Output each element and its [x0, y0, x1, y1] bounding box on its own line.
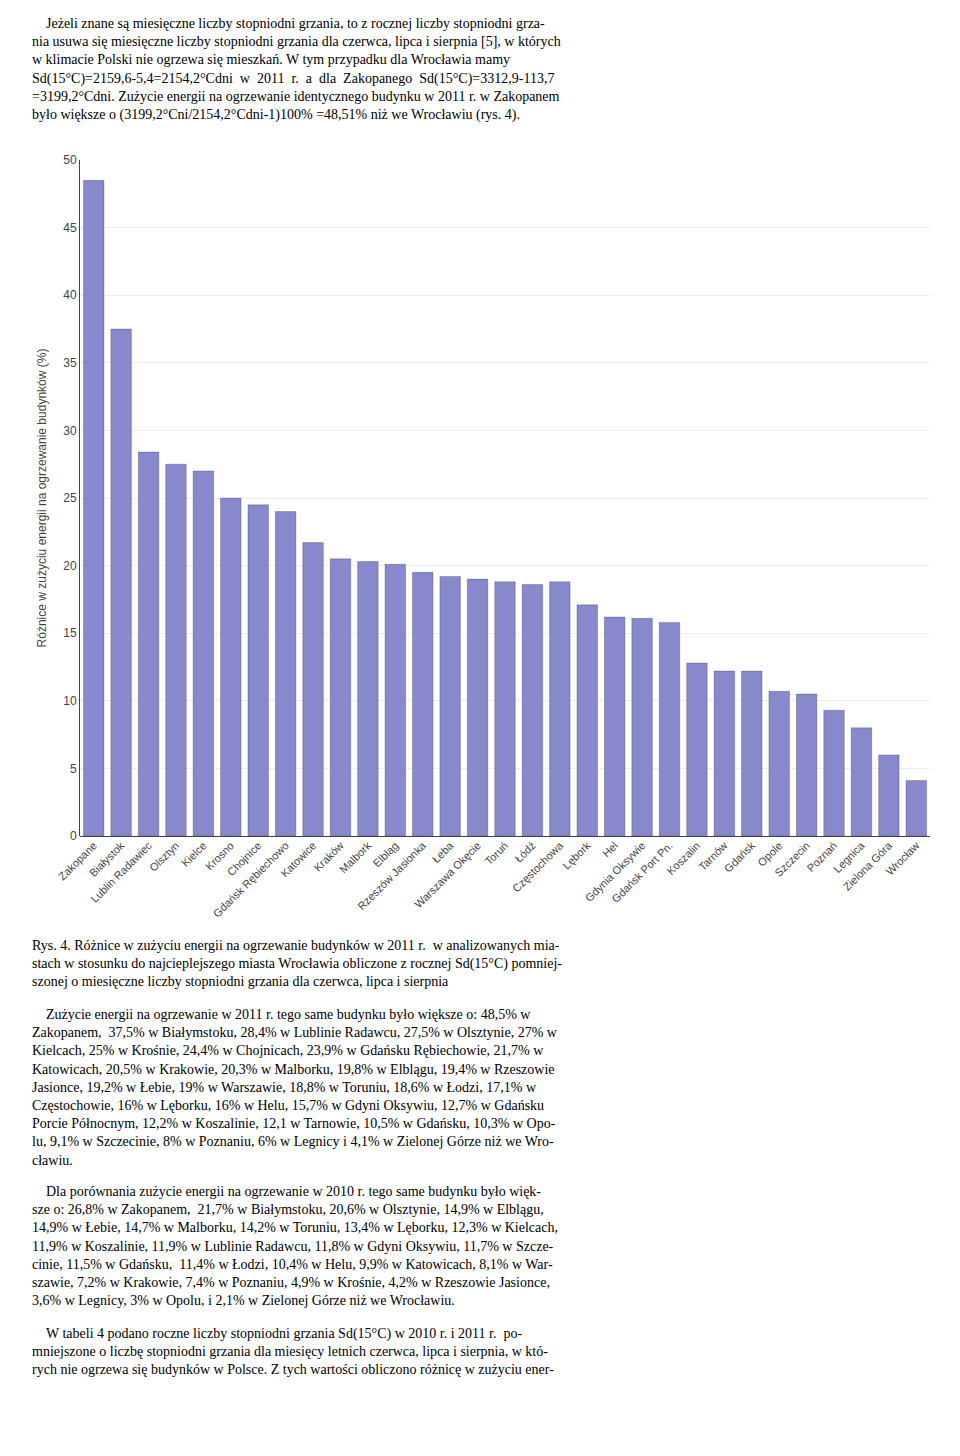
svg-text:Częstochowa: Częstochowa	[510, 839, 566, 895]
svg-text:Łeba: Łeba	[430, 839, 456, 865]
svg-text:Legnica: Legnica	[831, 839, 867, 875]
svg-text:25: 25	[63, 491, 77, 505]
svg-text:Katowice: Katowice	[278, 839, 318, 879]
svg-text:Lublin Radawiec: Lublin Radawiec	[88, 839, 154, 905]
svg-text:Opole: Opole	[755, 839, 784, 868]
svg-text:Chojnice: Chojnice	[225, 839, 264, 878]
svg-text:Rzeszów Jasionka: Rzeszów Jasionka	[355, 839, 429, 913]
svg-text:Dla porównania zużycie energii: Dla porównania zużycie energii na ogrzew…	[32, 1184, 558, 1308]
svg-text:Kielce: Kielce	[179, 839, 209, 869]
svg-text:Zużycie energii na ogrzewanie: Zużycie energii na ogrzewanie w 2011 r. …	[32, 1007, 558, 1168]
svg-text:30: 30	[63, 424, 77, 438]
svg-text:Warszawa Okęcie: Warszawa Okęcie	[412, 839, 483, 910]
svg-text:Łódź: Łódź	[512, 839, 537, 864]
svg-text:Koszalin: Koszalin	[664, 839, 702, 877]
svg-text:Zakopane: Zakopane	[56, 839, 99, 882]
svg-text:Różnice w zużyciu energii na o: Różnice w zużyciu energii na ogrzewanie …	[35, 349, 49, 648]
svg-text:10: 10	[63, 694, 77, 708]
svg-text:40: 40	[63, 288, 77, 302]
svg-text:W tabeli 4 podano roczne liczb: W tabeli 4 podano roczne liczby stopniod…	[32, 1326, 554, 1377]
svg-text:Kraków: Kraków	[311, 839, 345, 873]
svg-text:Lębork: Lębork	[560, 839, 593, 872]
svg-text:Gdynia Oksywie: Gdynia Oksywie	[583, 839, 648, 904]
svg-text:15: 15	[63, 626, 77, 640]
svg-text:Krosno: Krosno	[203, 839, 236, 872]
svg-text:Wrocław: Wrocław	[883, 839, 921, 877]
svg-text:Rys. 4. Różnice w zużyciu ener: Rys. 4. Różnice w zużyciu energii na ogr…	[32, 938, 562, 989]
svg-text:Toruń: Toruń	[482, 839, 510, 867]
svg-text:Szczecin: Szczecin	[772, 839, 812, 879]
svg-text:Olsztyn: Olsztyn	[147, 839, 181, 873]
svg-text:Gdańsk Rębiechowo: Gdańsk Rębiechowo	[211, 839, 291, 919]
svg-text:Gdańsk: Gdańsk	[722, 839, 758, 875]
svg-text:45: 45	[63, 221, 77, 235]
svg-text:Hel: Hel	[600, 839, 620, 859]
svg-text:Gdańsk Port Pn.: Gdańsk Port Pn.	[609, 839, 675, 905]
svg-text:Białystok: Białystok	[87, 839, 127, 879]
svg-text:20: 20	[63, 559, 77, 573]
svg-text:Malbork: Malbork	[337, 839, 374, 876]
svg-text:Zielona Góra: Zielona Góra	[841, 839, 895, 893]
svg-text:35: 35	[63, 356, 77, 370]
svg-text:Tarnów: Tarnów	[696, 839, 730, 873]
svg-text:50: 50	[63, 153, 77, 167]
svg-text:Jeżeli znane są miesięczne lic: Jeżeli znane są miesięczne liczby stopni…	[32, 16, 561, 123]
svg-text:Poznań: Poznań	[804, 839, 839, 874]
svg-text:Elbląg: Elbląg	[371, 839, 401, 869]
svg-text:5: 5	[70, 762, 77, 776]
svg-text:0: 0	[70, 829, 77, 843]
